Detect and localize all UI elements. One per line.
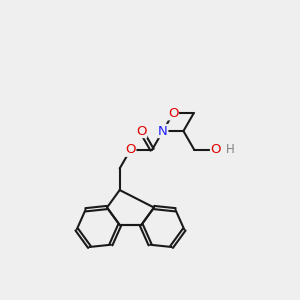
Text: N: N <box>158 124 168 137</box>
Text: O: O <box>125 143 136 156</box>
Text: O: O <box>136 124 146 137</box>
Text: H: H <box>225 143 234 156</box>
Text: O: O <box>211 143 221 156</box>
Text: O: O <box>168 107 178 120</box>
